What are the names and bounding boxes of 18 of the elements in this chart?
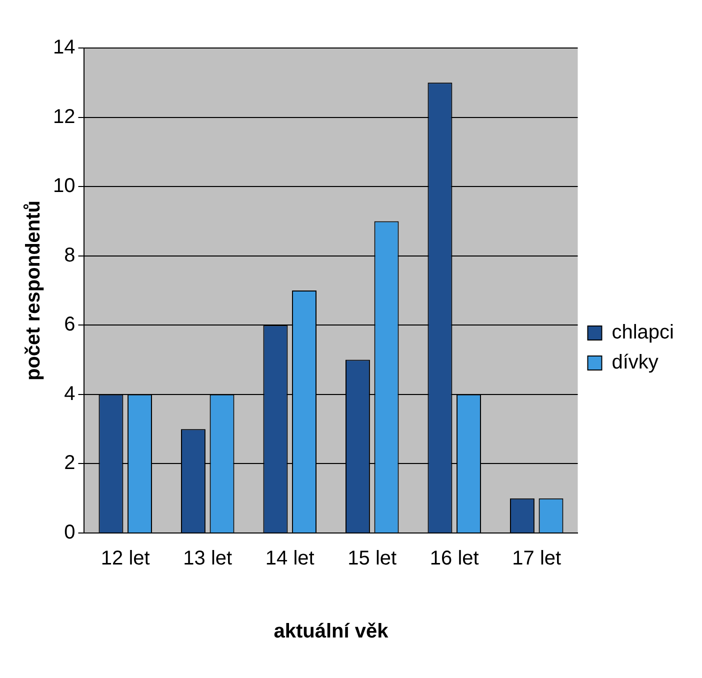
x-tick-label: 14 let <box>265 548 315 570</box>
x-tick-label: 13 let <box>183 548 233 570</box>
x-tick-label: 15 let <box>348 548 398 570</box>
x-tick-label: 16 let <box>430 548 480 570</box>
y-axis-title: počet respondentů <box>22 200 45 381</box>
y-tick-label: 4 <box>64 382 76 405</box>
y-tick-label: 6 <box>64 314 76 336</box>
x-axis-title: aktuální věk <box>274 620 390 643</box>
x-tick-label: 17 let <box>512 548 562 570</box>
y-tick-label: 12 <box>52 106 76 128</box>
y-tick-label: 8 <box>64 244 76 266</box>
y-tick-label: 14 <box>52 36 76 59</box>
y-tick-label: 2 <box>64 452 76 474</box>
legend-label: dívky <box>612 352 658 374</box>
y-tick-label: 10 <box>52 175 76 198</box>
x-tick-label: 12 let <box>100 548 150 570</box>
legend-label: chlapci <box>612 322 674 344</box>
y-tick-label: 0 <box>64 522 76 544</box>
